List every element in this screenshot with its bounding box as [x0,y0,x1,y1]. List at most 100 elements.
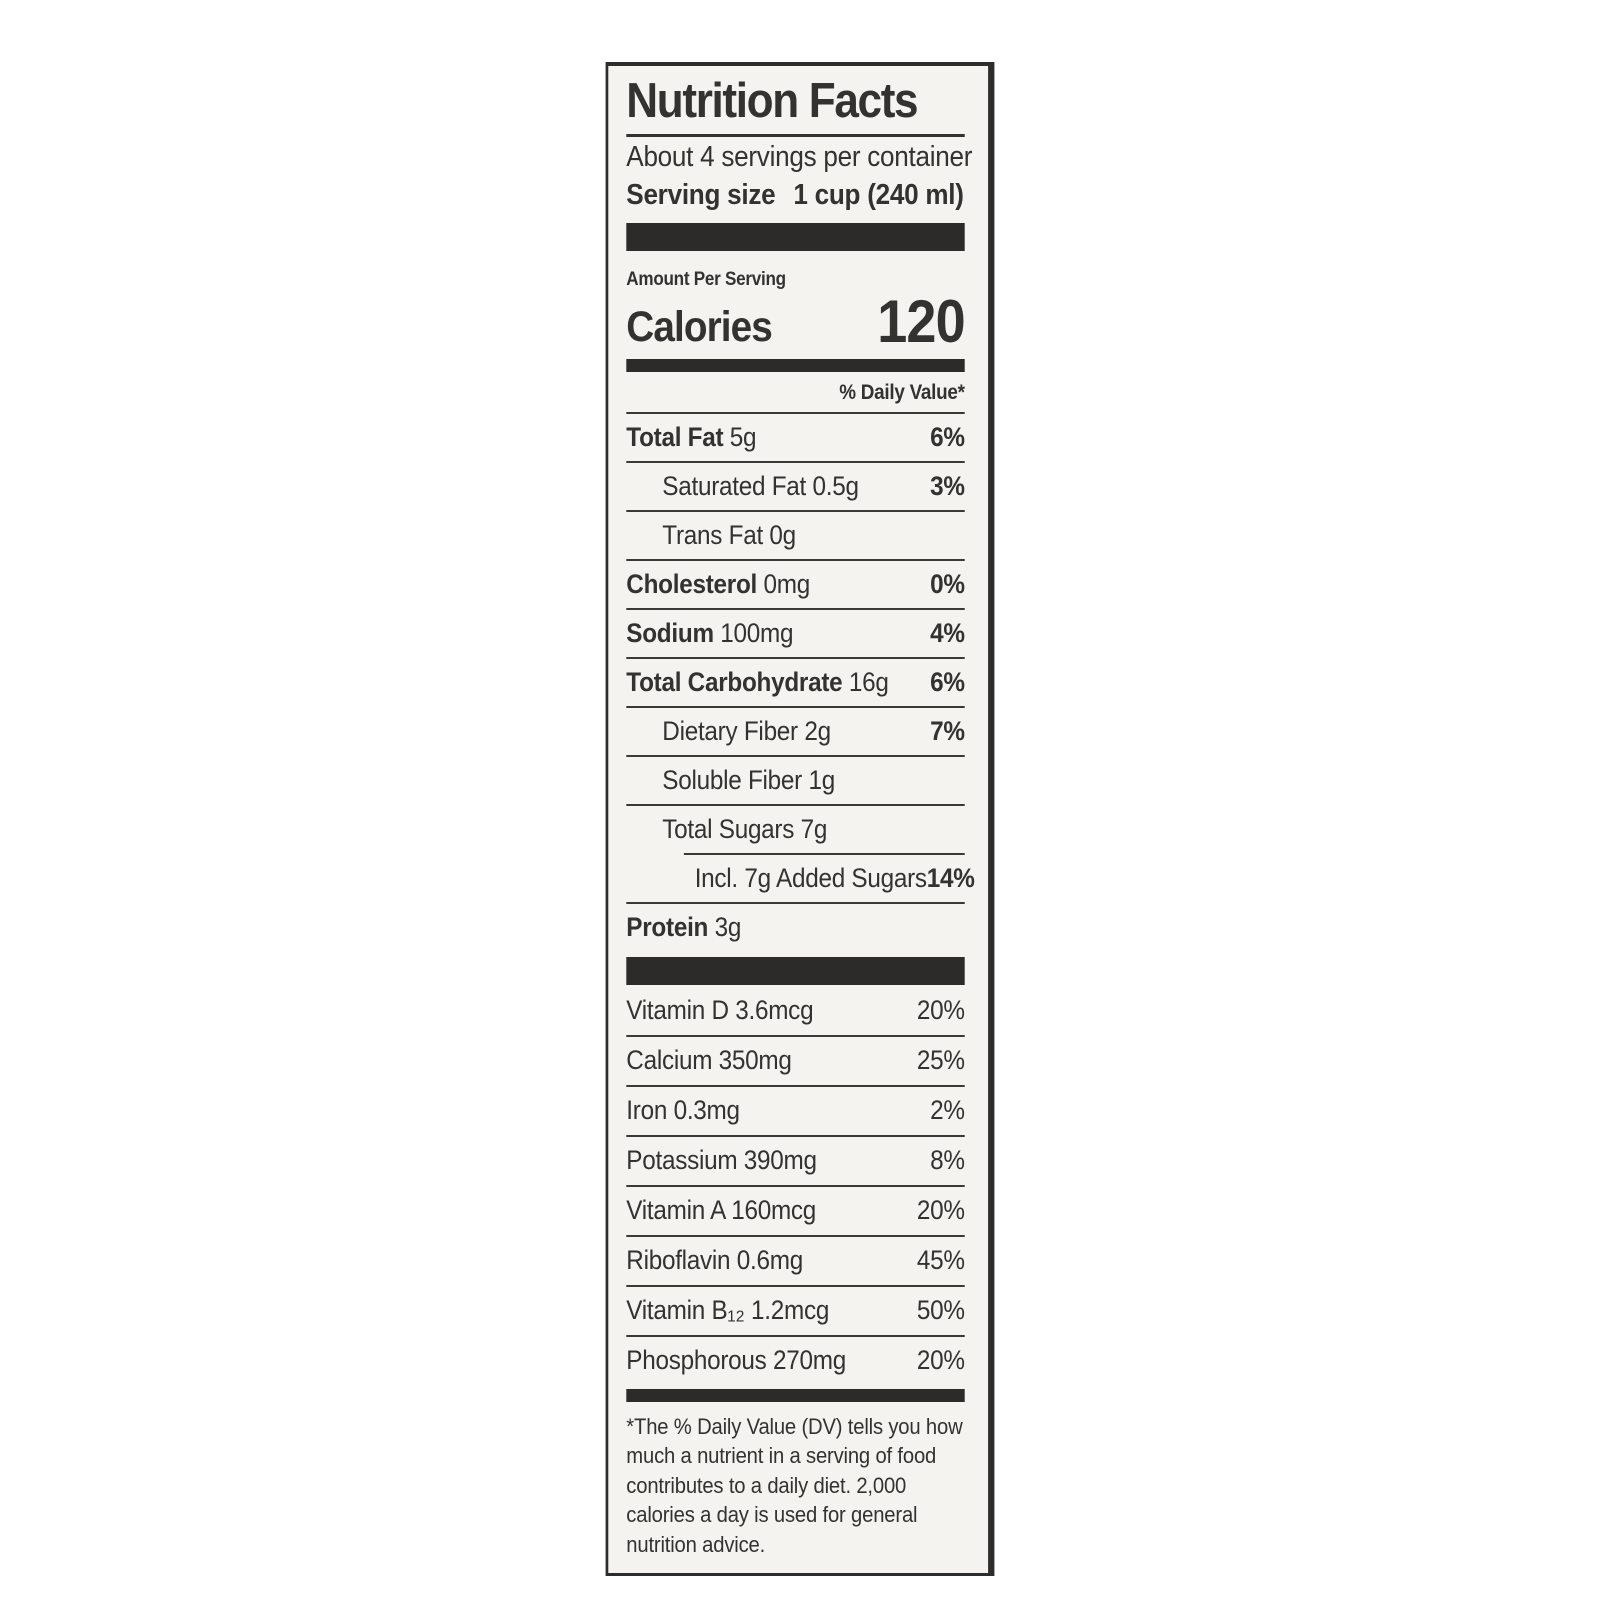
nutrient-amount: 5g [723,421,757,452]
label-title: Nutrition Facts [626,74,965,137]
nutrient-name: Sodium 100mg [626,617,794,648]
vitamin-row: Riboflavin 0.6mg 45% [626,1237,965,1285]
daily-value-percent: 2% [930,1095,965,1126]
daily-value-percent: 8% [930,1145,965,1176]
nutrient-row: Total Carbohydrate 16g 6% [626,659,965,706]
vitamin-rows-section: Vitamin D 3.6mcg 20% Calcium 350mg 25% Iron … [626,987,965,1385]
nutrient-amount: 0.6mg [730,1245,803,1276]
serving-size-label: Serving size [626,178,776,211]
row-divider [626,607,965,610]
nutrient-name: Riboflavin 0.6mg [626,1245,803,1276]
nutrient-amount: 7g [794,813,828,844]
nutrient-amount: 0mg [757,568,810,599]
daily-value-percent: 50% [916,1295,965,1326]
nutrient-name: Dietary Fiber 2g [662,715,831,746]
nutrient-row: Total Fat 5g 6% [626,414,965,461]
nutrient-name: Total Carbohydrate 16g [626,666,889,697]
nutrient-name: Calcium 350mg [626,1045,792,1076]
row-divider [626,705,965,708]
nutrient-amount: 16g [842,666,889,697]
vitamin-row: Vitamin D 3.6mcg 20% [626,987,965,1035]
daily-value-footnote: *The % Daily Value (DV) tells you how mu… [626,1413,963,1557]
nutrition-facts-label: Nutrition Facts About 4 servings per con… [605,62,995,1577]
nutrient-amount: 350mg [712,1045,792,1076]
daily-value-percent: 7% [930,715,965,746]
row-divider [626,1234,965,1237]
vitamin-row: Phosphorous 270mg 20% [626,1337,965,1385]
section-bar-thick-vitamins [626,956,965,985]
nutrient-amount: 270mg [766,1345,846,1376]
nutrient-row: Saturated Fat 0.5g 3% [626,463,965,510]
row-divider [626,1284,965,1287]
nutrient-row: Total Sugars 7g [626,806,964,853]
nutrient-name: Soluble Fiber 1g [662,764,835,795]
row-divider [626,1334,965,1337]
row-divider [626,803,965,806]
serving-size-value: 1 cup (240 ml) [793,178,964,211]
nutrient-name: Trans Fat 0g [662,519,796,550]
nutrient-row: Cholesterol 0mg 0% [626,561,965,608]
daily-value-percent: 25% [916,1045,965,1076]
nutrient-amount: 1.2mcg [744,1295,830,1326]
daily-value-percent: 6% [930,666,965,697]
nutrient-name: Cholesterol 0mg [626,568,810,599]
row-divider [626,460,965,463]
nutrient-row: Protein 3g [626,904,964,951]
row-divider [626,901,965,904]
nutrient-name: Protein 3g [626,911,742,942]
nutrient-amount: 100mg [713,617,794,648]
nutrient-name: Saturated Fat 0.5g [662,470,859,501]
calories-row: Calories 120 [626,287,965,355]
vitamins-section: Vitamin D 3.6mcg 20% Calcium 350mg 25% Iron … [626,956,965,1385]
nutrient-name: Vitamin D 3.6mcg [626,995,814,1026]
row-divider [626,558,965,561]
section-bar-medium [626,358,965,372]
nutrient-amount: 0.3mg [667,1095,740,1126]
amount-per-serving-label: Amount Per Serving [626,268,786,290]
section-bar-footnote [626,1388,965,1402]
calories-value: 120 [877,287,965,355]
daily-value-percent: 14% [926,862,975,893]
nutrient-name: Vitamin B₁₂ 1.2mcg [626,1295,830,1326]
daily-value-percent: 20% [916,1195,965,1226]
row-divider [626,509,965,512]
servings-per-container: About 4 servings per container [626,140,973,173]
row-divider [626,1034,965,1037]
nutrient-row: Trans Fat 0g [626,512,964,559]
vitamin-row: Vitamin B₁₂ 1.2mcg 50% [626,1287,965,1335]
nutrient-rows-section: Total Fat 5g 6% Saturated Fat 0.5g 3% Trans … [626,414,975,951]
nutrient-name: Phosphorous 270mg [626,1345,846,1376]
vitamin-row: Vitamin A 160mcg 20% [626,1187,965,1235]
nutrient-name: Vitamin A 160mcg [626,1195,817,1226]
nutrient-name: Iron 0.3mg [626,1095,740,1126]
nutrient-row: Soluble Fiber 1g [626,757,964,804]
daily-value-percent: 20% [916,1345,965,1376]
nutrient-amount: 0g [762,519,796,550]
vitamin-row: Potassium 390mg 8% [626,1137,965,1185]
nutrient-name: Potassium 390mg [626,1145,817,1176]
nutrient-amount: 160mcg [724,1195,817,1226]
nutrient-amount: 3g [708,911,742,942]
nutrient-name: Total Fat 5g [626,421,757,452]
daily-value-percent: 45% [916,1245,965,1276]
nutrient-amount: 390mg [737,1145,817,1176]
nutrient-row: Sodium 100mg 4% [626,610,965,657]
nutrient-amount: 1g [801,764,835,795]
daily-value-percent: 0% [930,568,965,599]
nutrient-row: Incl. 7g Added Sugars 14% [626,855,975,902]
vitamin-row: Calcium 350mg 25% [626,1037,965,1085]
nutrient-amount: 2g [797,715,831,746]
row-divider [683,852,965,855]
nutrient-name: Total Sugars 7g [662,813,828,844]
nutrient-amount: 3.6mcg [728,995,814,1026]
nutrient-row: Dietary Fiber 2g 7% [626,708,965,755]
serving-size-row: Serving size 1 cup (240 ml) [626,175,964,215]
vitamin-row: Iron 0.3mg 2% [626,1087,965,1135]
row-divider [626,1134,965,1137]
row-divider [626,1084,965,1087]
nutrient-name: Incl. 7g Added Sugars [694,862,927,893]
daily-value-percent: 4% [930,617,965,648]
row-divider [626,1184,965,1187]
section-bar-thick-top [626,222,965,251]
